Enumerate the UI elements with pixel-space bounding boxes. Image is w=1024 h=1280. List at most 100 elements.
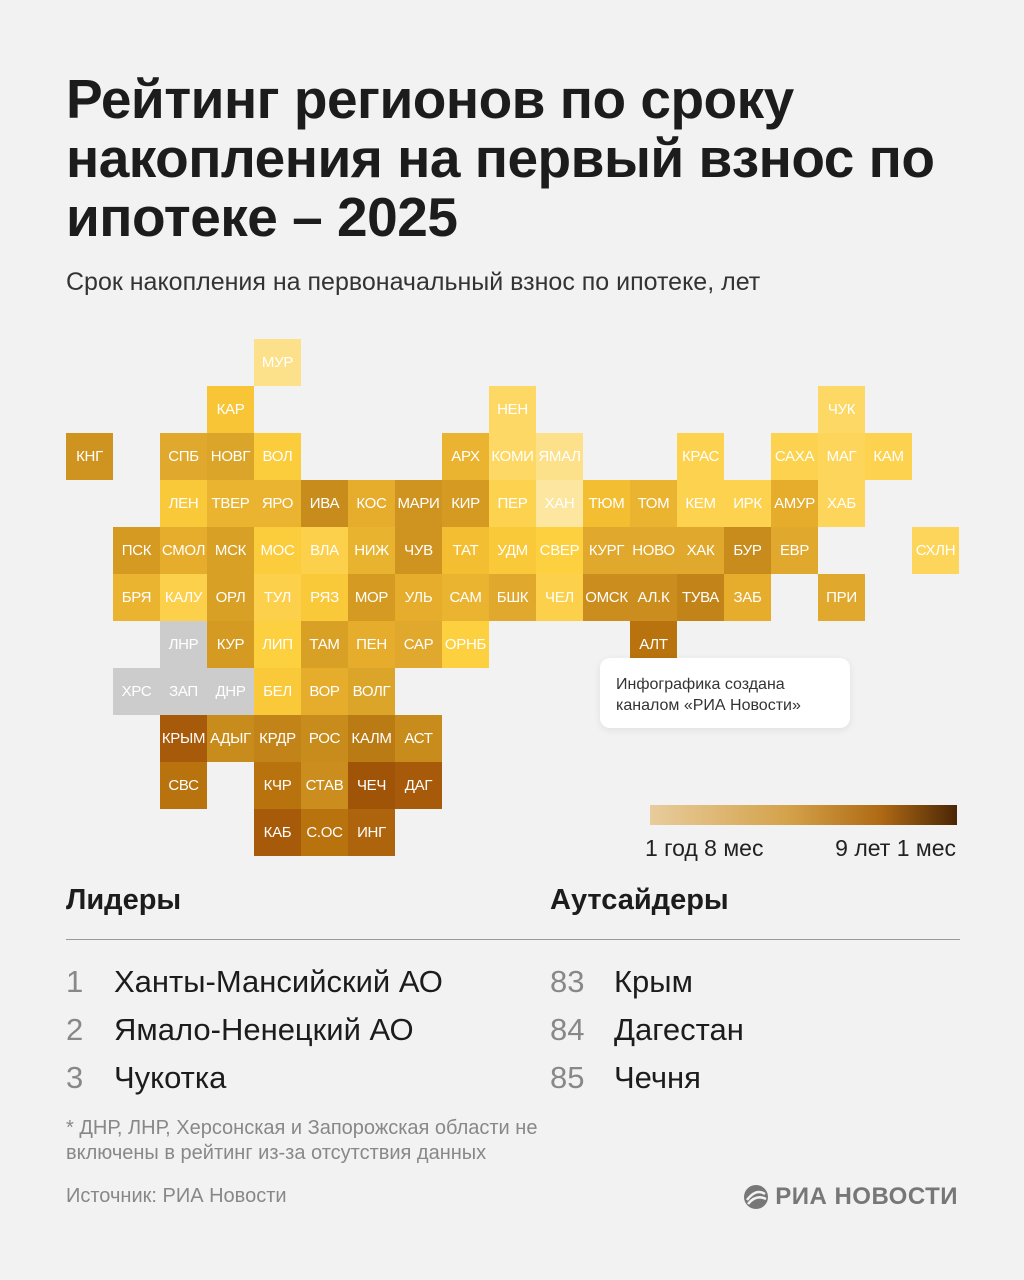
region-tile: КАЛУ bbox=[160, 574, 207, 621]
region-tile: МУР bbox=[254, 339, 301, 386]
region-tile: САМ bbox=[442, 574, 489, 621]
credit-note: Инфографика создана каналом «РИА Новости… bbox=[600, 658, 850, 728]
footnote: * ДНР, ЛНР, Херсонская и Запорожская обл… bbox=[66, 1117, 538, 1164]
region-tile: ИВА bbox=[301, 480, 348, 527]
region-tile: ТУЛ bbox=[254, 574, 301, 621]
region-tile: АЛ.К bbox=[630, 574, 677, 621]
region-tile: АРХ bbox=[442, 433, 489, 480]
region-tile: ИРК bbox=[724, 480, 771, 527]
region-tile: УЛЬ bbox=[395, 574, 442, 621]
region-name: Ямало-Ненецкий АО bbox=[114, 1012, 414, 1047]
region-tile: АМУР bbox=[771, 480, 818, 527]
region-tile: ЯМАЛ bbox=[536, 433, 583, 480]
region-tile: ЧЕЧ bbox=[348, 762, 395, 809]
legend-gradient bbox=[650, 805, 957, 825]
region-tile: КИР bbox=[442, 480, 489, 527]
region-tile: ПРИ bbox=[818, 574, 865, 621]
region-tile: НИЖ bbox=[348, 527, 395, 574]
region-name: Чечня bbox=[614, 1060, 701, 1095]
region-name: Ханты-Мансийский АО bbox=[114, 964, 443, 999]
outsiders-heading: Аутсайдеры bbox=[550, 884, 729, 916]
region-tile: ЗАБ bbox=[724, 574, 771, 621]
region-name: Чукотка bbox=[114, 1060, 227, 1095]
region-tile: ЯРО bbox=[254, 480, 301, 527]
region-tile: ПЕН bbox=[348, 621, 395, 668]
region-tile: ИНГ bbox=[348, 809, 395, 856]
region-tile: ТАТ bbox=[442, 527, 489, 574]
rank-number: 1 bbox=[66, 964, 84, 999]
region-tile: ХАК bbox=[677, 527, 724, 574]
rank-number: 3 bbox=[66, 1060, 84, 1095]
region-tile: ПСК bbox=[113, 527, 160, 574]
region-tile: СПБ bbox=[160, 433, 207, 480]
region-tile: КЧР bbox=[254, 762, 301, 809]
region-tile: КРЫМ bbox=[160, 715, 207, 762]
region-tile: САР bbox=[395, 621, 442, 668]
region-name: Крым bbox=[614, 964, 693, 999]
region-tile: СВС bbox=[160, 762, 207, 809]
region-tile: НЕН bbox=[489, 386, 536, 433]
rank-number: 85 bbox=[550, 1060, 585, 1095]
region-tile: КРАС bbox=[677, 433, 724, 480]
region-tile: ВОЛ bbox=[254, 433, 301, 480]
region-tile: КАР bbox=[207, 386, 254, 433]
region-tile: ТАМ bbox=[301, 621, 348, 668]
region-tile: ЛЕН bbox=[160, 480, 207, 527]
region-tile: САХА bbox=[771, 433, 818, 480]
region-tile: ТОМ bbox=[630, 480, 677, 527]
region-tile: ЛНР bbox=[160, 621, 207, 668]
region-tile: БРЯ bbox=[113, 574, 160, 621]
region-tile: КЕМ bbox=[677, 480, 724, 527]
region-tile: МСК bbox=[207, 527, 254, 574]
region-tile: ВОР bbox=[301, 668, 348, 715]
region-tile: ДАГ bbox=[395, 762, 442, 809]
region-tile: УДМ bbox=[489, 527, 536, 574]
region-tile: МОР bbox=[348, 574, 395, 621]
region-tile: МОС bbox=[254, 527, 301, 574]
region-tile: МАГ bbox=[818, 433, 865, 480]
region-tile: СХЛН bbox=[912, 527, 959, 574]
page-subtitle: Срок накопления на первоначальный взнос … bbox=[66, 268, 761, 296]
region-tile: ДНР bbox=[207, 668, 254, 715]
region-tile: КАЛМ bbox=[348, 715, 395, 762]
region-tile: ОРЛ bbox=[207, 574, 254, 621]
region-tile: ЗАП bbox=[160, 668, 207, 715]
tile-map: МУР КАР НЕН ЧУК КНГ СПБ НОВГ ВОЛ АРХ КОМИ ЯМАЛ КРАС… bbox=[66, 339, 959, 856]
region-tile: АСТ bbox=[395, 715, 442, 762]
region-name: Дагестан bbox=[614, 1012, 744, 1047]
region-tile: ХАБ bbox=[818, 480, 865, 527]
region-tile: КОМИ bbox=[489, 433, 536, 480]
region-tile: С.ОС bbox=[301, 809, 348, 856]
region-tile: КАМ bbox=[865, 433, 912, 480]
region-tile: РЯЗ bbox=[301, 574, 348, 621]
region-tile: ХАН bbox=[536, 480, 583, 527]
region-tile: НОВГ bbox=[207, 433, 254, 480]
region-tile: АДЫГ bbox=[207, 715, 254, 762]
region-tile: НОВО bbox=[630, 527, 677, 574]
region-tile: КУРГ bbox=[583, 527, 630, 574]
rank-number: 2 bbox=[66, 1012, 84, 1047]
region-tile: СТАВ bbox=[301, 762, 348, 809]
source: Источник: РИА Новости bbox=[66, 1185, 287, 1207]
region-tile: РОС bbox=[301, 715, 348, 762]
region-tile: СВЕР bbox=[536, 527, 583, 574]
region-tile: ТУВА bbox=[677, 574, 724, 621]
ria-logo-icon bbox=[744, 1185, 769, 1209]
region-tile: СМОЛ bbox=[160, 527, 207, 574]
region-tile: КАБ bbox=[254, 809, 301, 856]
region-tile: ХРС bbox=[113, 668, 160, 715]
region-tile: ТЮМ bbox=[583, 480, 630, 527]
region-tile: КУР bbox=[207, 621, 254, 668]
region-tile: ОМСК bbox=[583, 574, 630, 621]
region-tile: ЛИП bbox=[254, 621, 301, 668]
region-tile: КРДР bbox=[254, 715, 301, 762]
region-tile: ЧУВ bbox=[395, 527, 442, 574]
region-tile: ЧУК bbox=[818, 386, 865, 433]
legend-min-label: 1 год 8 мес bbox=[645, 835, 764, 861]
region-tile: ЕВР bbox=[771, 527, 818, 574]
region-tile: ЧЕЛ bbox=[536, 574, 583, 621]
legend-max-label: 9 лет 1 мес bbox=[835, 835, 956, 861]
rank-number: 84 bbox=[550, 1012, 585, 1047]
region-tile: БЕЛ bbox=[254, 668, 301, 715]
region-tile: МАРИ bbox=[395, 480, 442, 527]
